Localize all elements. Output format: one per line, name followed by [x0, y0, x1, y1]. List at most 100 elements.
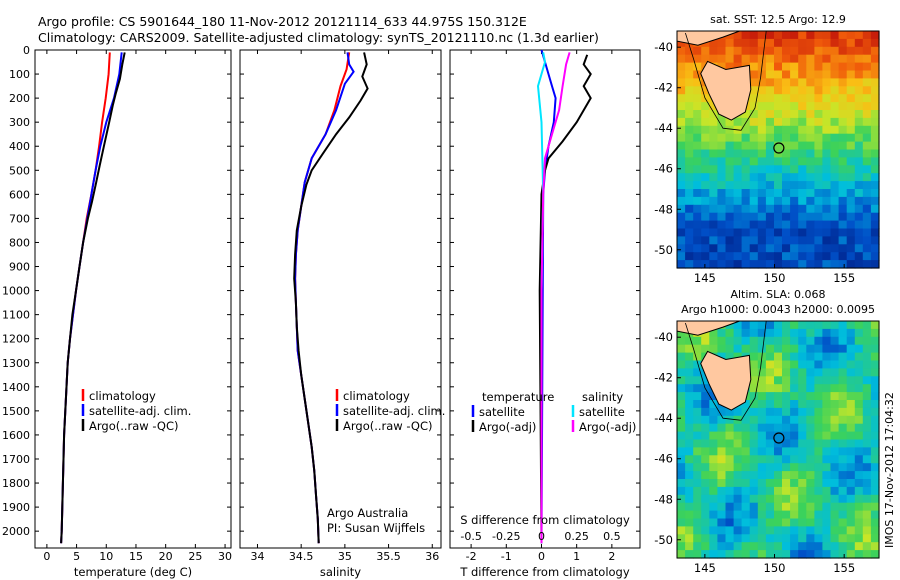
- heat-cell: [830, 423, 840, 433]
- heat-cell: [701, 423, 710, 433]
- y-tick-label: 600: [9, 188, 30, 201]
- heat-cell: [717, 407, 727, 417]
- heat-cell: [774, 117, 783, 127]
- heat-cell: [798, 407, 807, 417]
- heat-cell: [701, 102, 710, 111]
- heat-cell: [774, 407, 783, 417]
- heat-cell: [685, 494, 694, 504]
- heat-cell: [693, 110, 702, 119]
- heat-cell: [854, 38, 864, 48]
- heat-cell: [846, 141, 856, 151]
- heat-cell: [685, 212, 694, 222]
- heat-cell: [741, 321, 751, 330]
- heat-cell: [862, 46, 872, 56]
- heat-cell: [798, 38, 807, 48]
- heat-cell: [685, 204, 694, 214]
- heat-cell: [846, 542, 856, 551]
- heat-cell: [733, 260, 743, 269]
- heat-cell: [749, 439, 759, 448]
- depth-contour: [685, 30, 767, 131]
- heat-cell: [733, 54, 743, 64]
- heat-cell: [814, 415, 824, 425]
- heat-cell: [854, 407, 864, 417]
- heat-cell: [733, 471, 743, 480]
- heat-cell: [870, 471, 880, 480]
- heat-cell: [870, 228, 880, 237]
- heat-cell: [862, 415, 872, 425]
- heat-cell: [862, 181, 872, 190]
- heat-cell: [749, 141, 759, 151]
- heat-cell: [854, 102, 864, 111]
- heat-cell: [822, 463, 832, 472]
- heat-cell: [822, 102, 832, 111]
- heat-cell: [677, 471, 686, 480]
- heat-cell: [725, 236, 735, 245]
- y-tick-label: -44: [654, 121, 673, 135]
- heat-cell: [765, 94, 775, 103]
- heat-cell: [814, 392, 824, 401]
- heat-cell: [693, 494, 702, 504]
- heat-cell: [798, 550, 807, 559]
- heat-cell: [838, 117, 848, 127]
- heat-cell: [765, 376, 775, 385]
- heat-cell: [806, 110, 815, 119]
- heat-cell: [806, 125, 815, 135]
- heat-cell: [677, 502, 686, 512]
- heat-cell: [717, 439, 727, 448]
- map-frame: [676, 320, 880, 559]
- heat-cell: [838, 510, 848, 520]
- heat-cell: [790, 321, 799, 330]
- heat-cell: [701, 392, 710, 401]
- heat-cell: [765, 321, 775, 330]
- heat-cell: [693, 78, 702, 87]
- heat-cell: [741, 336, 751, 346]
- heat-cell: [846, 117, 856, 127]
- heat-cell: [798, 212, 807, 222]
- heat-cell: [749, 542, 759, 551]
- heat-cell: [765, 110, 775, 119]
- heat-cell: [685, 125, 694, 135]
- heat-cell: [806, 352, 815, 362]
- heat-cell: [862, 133, 872, 143]
- heat-cell: [790, 141, 799, 151]
- y-tick-label: 1500: [2, 405, 30, 418]
- heat-cell: [846, 471, 856, 480]
- heat-cell: [733, 328, 743, 338]
- heat-cell: [757, 400, 767, 409]
- heat-cell: [838, 526, 848, 535]
- heat-cell: [870, 392, 880, 401]
- heat-cell: [814, 133, 824, 143]
- heat-cell: [814, 494, 824, 504]
- heat-cell: [822, 94, 832, 103]
- heat-cell: [790, 542, 799, 551]
- heat-cell: [749, 46, 759, 56]
- heat-cell: [830, 220, 840, 230]
- heat-cell: [774, 149, 783, 158]
- heat-cell: [749, 494, 759, 504]
- heat-cell: [782, 336, 791, 346]
- heat-cell: [693, 344, 702, 354]
- heat-cell: [870, 62, 880, 72]
- heat-cell: [822, 518, 832, 527]
- heat-cell: [806, 376, 815, 385]
- heat-cell: [822, 376, 832, 385]
- heat-cell: [749, 518, 759, 527]
- heat-cell: [838, 384, 848, 393]
- heat-cell: [814, 173, 824, 182]
- land-mass: [700, 60, 752, 121]
- heat-cell: [709, 550, 718, 559]
- heat-cell: [830, 149, 840, 158]
- heat-cell: [701, 542, 710, 551]
- heat-cell: [838, 54, 848, 64]
- heat-cell: [701, 407, 710, 417]
- heat-cell: [725, 463, 735, 472]
- heat-cell: [854, 141, 864, 151]
- heat-cell: [830, 486, 840, 496]
- heat-cell: [774, 78, 783, 87]
- heat-cell: [749, 360, 759, 369]
- heat-cell: [701, 252, 710, 261]
- heat-cell: [806, 260, 815, 269]
- heat-cell: [782, 384, 791, 393]
- heat-cell: [677, 447, 686, 456]
- heat-cell: [741, 204, 751, 214]
